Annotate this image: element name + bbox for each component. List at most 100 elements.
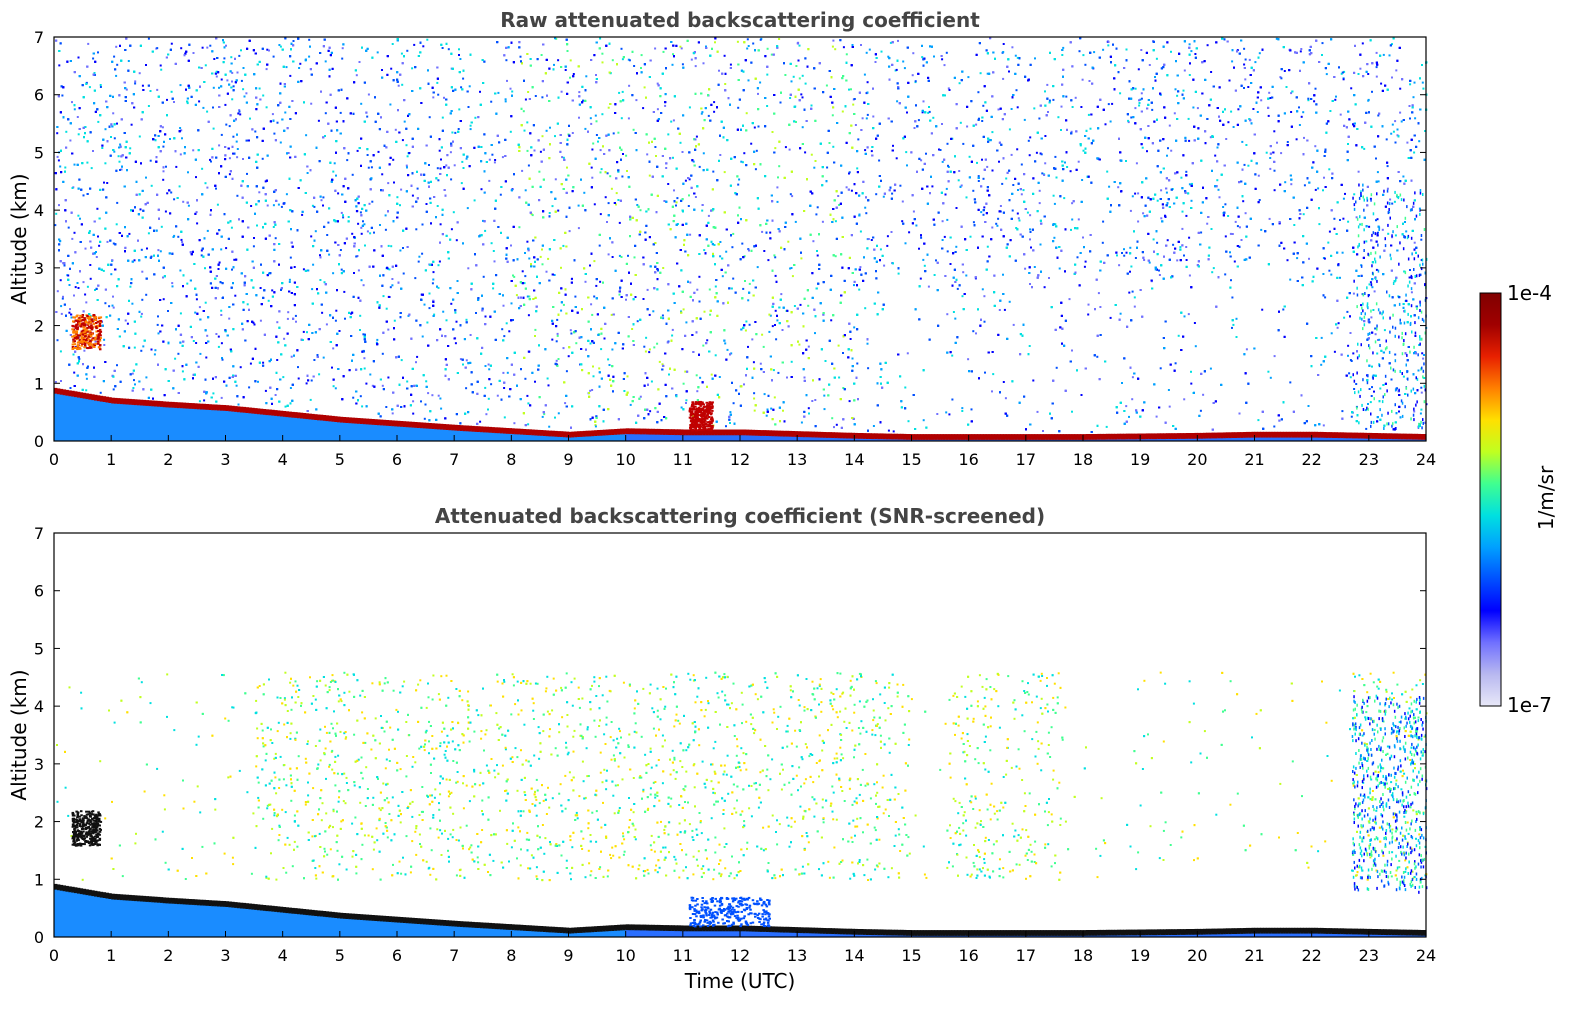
speckle-cell xyxy=(747,45,750,47)
speckle-cell xyxy=(59,350,62,353)
speckle-cell xyxy=(618,293,621,296)
speckle-cell xyxy=(212,127,215,130)
speckle-cell xyxy=(726,348,729,351)
speckle-cell xyxy=(944,94,946,97)
speckle-cell xyxy=(1327,241,1330,244)
speckle-cell xyxy=(566,50,569,52)
speckle-cell xyxy=(524,189,527,192)
speckle-cell xyxy=(621,90,624,93)
speckle-cell xyxy=(676,223,679,225)
speckle-cell xyxy=(798,343,801,346)
speckle-cell xyxy=(1185,246,1188,248)
speckle-cell xyxy=(1420,408,1423,411)
speckle-cell xyxy=(547,257,550,260)
speckle-cell xyxy=(1123,248,1125,251)
speckle-cell xyxy=(743,383,745,386)
speckle-cell xyxy=(610,313,613,316)
speckle-cell xyxy=(908,231,911,234)
speckle-cell xyxy=(1036,410,1039,413)
speckle-cell xyxy=(698,165,701,168)
speckle-cell xyxy=(768,330,771,333)
speckle-cell xyxy=(56,339,59,342)
speckle-cell xyxy=(138,135,141,138)
speckle-cell xyxy=(228,157,231,160)
speckle-cell xyxy=(644,350,647,353)
speckle-cell xyxy=(1140,49,1143,51)
speckle-cell xyxy=(432,96,435,99)
speckle-cell xyxy=(1321,42,1324,45)
speckle-cell xyxy=(228,317,231,320)
speckle-cell xyxy=(366,154,369,156)
speckle-cell xyxy=(212,86,215,89)
speckle-cell xyxy=(972,330,975,333)
speckle-cell xyxy=(381,384,384,387)
speckle-cell xyxy=(983,206,986,209)
speckle-cell xyxy=(652,310,655,313)
speckle-cell xyxy=(359,314,362,317)
speckle-cell xyxy=(1015,89,1018,92)
speckle-cell xyxy=(696,390,699,393)
speckle-cell xyxy=(113,150,116,153)
speckle-cell xyxy=(1121,252,1123,254)
speckle-cell xyxy=(1302,111,1305,114)
speckle-cell xyxy=(145,293,148,296)
speckle-cell xyxy=(1265,151,1268,154)
speckle-cell xyxy=(1409,83,1412,86)
speckle-cell xyxy=(962,142,965,145)
speckle-cell xyxy=(1230,110,1233,113)
speckle-cell xyxy=(421,335,424,338)
speckle-cell xyxy=(1188,274,1191,277)
speckle-cell xyxy=(310,379,313,382)
speckle-cell xyxy=(487,397,490,400)
speckle-cell xyxy=(773,396,776,399)
speckle-cell xyxy=(484,386,487,389)
speckle-cell xyxy=(1252,108,1255,110)
speckle-cell xyxy=(1033,107,1036,110)
speckle-cell xyxy=(138,72,141,75)
speckle-cell xyxy=(526,121,529,124)
speckle-cell xyxy=(601,52,604,55)
speckle-cell xyxy=(761,333,764,336)
speckle-cell xyxy=(703,249,706,252)
speckle-cell xyxy=(724,83,727,85)
speckle-cell xyxy=(58,64,61,67)
speckle-cell xyxy=(927,111,930,114)
speckle-cell xyxy=(584,280,587,283)
speckle-cell xyxy=(1298,106,1300,109)
speckle-cell xyxy=(662,267,665,269)
speckle-cell xyxy=(1395,69,1398,72)
speckle-cell xyxy=(719,255,722,258)
speckle-cell xyxy=(868,48,871,51)
speckle-cell xyxy=(1102,48,1105,51)
speckle-cell xyxy=(1377,339,1379,341)
speckle-cell xyxy=(414,277,417,280)
speckle-cell xyxy=(1268,91,1271,94)
speckle-cell xyxy=(236,156,239,159)
speckle-cell xyxy=(502,304,505,307)
speckle-cell xyxy=(883,264,886,267)
speckle-cell xyxy=(633,65,636,67)
speckle-cell xyxy=(160,225,163,228)
speckle-cell xyxy=(371,384,374,387)
speckle-cell xyxy=(431,394,434,397)
speckle-cell xyxy=(428,307,431,310)
speckle-cell xyxy=(73,231,76,234)
speckle-cell xyxy=(1343,70,1346,73)
speckle-cell xyxy=(1159,367,1162,370)
speckle-cell xyxy=(590,166,593,169)
speckle-cell xyxy=(131,372,134,375)
speckle-cell xyxy=(899,184,902,187)
speckle-cell xyxy=(831,45,834,48)
speckle-cell xyxy=(233,258,236,261)
speckle-cell xyxy=(800,421,803,424)
speckle-cell xyxy=(205,356,208,359)
speckle-cell xyxy=(1012,323,1015,326)
speckle-cell xyxy=(501,328,504,331)
speckle-cell xyxy=(584,127,587,130)
speckle-cell xyxy=(709,313,712,316)
speckle-cell xyxy=(526,149,529,152)
speckle-cell xyxy=(1117,186,1120,189)
speckle-cell xyxy=(943,64,946,67)
speckle-cell xyxy=(1280,152,1283,155)
speckle-cell xyxy=(1190,50,1193,53)
